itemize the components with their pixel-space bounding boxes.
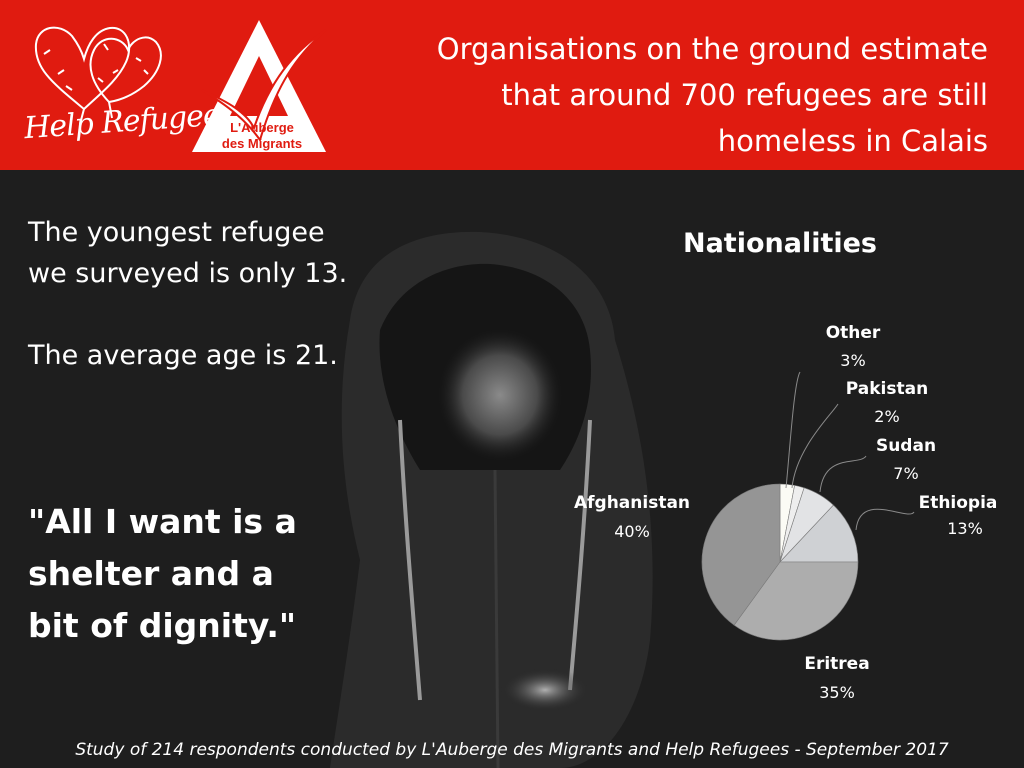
auberge-logo-text-line2: des Migrants [221, 136, 303, 151]
headline-line-1: Organisations on the ground estimate [436, 32, 988, 66]
slice-label-other: Other [826, 323, 881, 343]
quote-line-3: bit of dignity." [28, 606, 297, 645]
quote-line-1: "All I want is a [28, 502, 297, 541]
headline-line-2: that around 700 refugees are still [501, 78, 988, 112]
pie-slice-eritrea [733, 561, 859, 641]
slice-value-ethiopia: 13% [947, 519, 983, 538]
chart-title: Nationalities [682, 228, 878, 259]
hooded-refugee-photo [330, 231, 653, 768]
slice-label-pakistan: Pakistan [846, 379, 928, 399]
slice-value-other: 3% [840, 351, 865, 370]
leader-line-pakistan [791, 403, 839, 489]
average-age-fact: The average age is 21. [28, 340, 338, 371]
quote-line-2: shelter and a [28, 554, 274, 593]
refugee-quote: "All I want is a shelter and a bit of di… [28, 496, 297, 652]
youngest-fact-line-2: we surveyed is only 13. [28, 258, 348, 289]
slice-label-eritrea: Eritrea [804, 654, 869, 674]
leader-line-ethiopia [855, 508, 915, 531]
barbed-wire-hearts-icon [34, 26, 162, 125]
slice-label-sudan: Sudan [876, 436, 936, 456]
youngest-fact-line-1: The youngest refugee [28, 217, 325, 248]
headline-line-3: homeless in Calais [717, 124, 988, 158]
slice-value-pakistan: 2% [874, 407, 899, 426]
slice-label-afghanistan: Afghanistan [574, 493, 690, 513]
slice-label-ethiopia: Ethiopia [919, 493, 998, 513]
headline: Organisations on the ground estimate tha… [400, 26, 988, 164]
leader-line-other [785, 371, 801, 489]
slice-value-sudan: 7% [893, 464, 918, 483]
header-banner: Help Refugees L'Auberge des Migrants Org… [0, 0, 1024, 170]
pie-slice-afghanistan [701, 483, 781, 626]
slice-value-afghanistan: 40% [614, 522, 650, 541]
slice-value-eritrea: 35% [819, 683, 855, 702]
leader-line-sudan [819, 455, 867, 493]
survey-facts: The youngest refugee we surveyed is only… [28, 212, 347, 376]
study-footnote: Study of 214 respondents conducted by L'… [75, 740, 949, 760]
pie-slice-ethiopia [779, 504, 859, 563]
auberge-logo-text-line1: L'Auberge [230, 120, 294, 135]
auberge-logo-icon [192, 20, 327, 152]
